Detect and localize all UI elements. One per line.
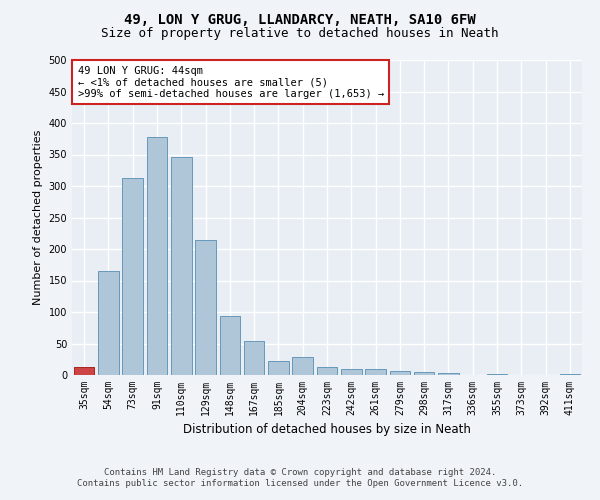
Text: 49, LON Y GRUG, LLANDARCY, NEATH, SA10 6FW: 49, LON Y GRUG, LLANDARCY, NEATH, SA10 6…	[124, 12, 476, 26]
Bar	[244, 341, 265, 375]
Bar	[146, 138, 167, 375]
Bar	[122, 178, 143, 375]
Text: 49 LON Y GRUG: 44sqm
← <1% of detached houses are smaller (5)
>99% of semi-detac: 49 LON Y GRUG: 44sqm ← <1% of detached h…	[77, 66, 384, 99]
Text: Size of property relative to detached houses in Neath: Size of property relative to detached ho…	[101, 28, 499, 40]
Bar	[98, 271, 119, 375]
Bar	[268, 360, 289, 375]
Y-axis label: Number of detached properties: Number of detached properties	[33, 130, 43, 305]
Bar	[317, 367, 337, 375]
Bar	[195, 240, 216, 375]
Bar	[438, 373, 459, 375]
Bar	[74, 368, 94, 375]
Bar	[220, 316, 240, 375]
Text: Contains HM Land Registry data © Crown copyright and database right 2024.
Contai: Contains HM Land Registry data © Crown c…	[77, 468, 523, 487]
Bar	[365, 370, 386, 375]
Bar	[487, 374, 508, 375]
Bar	[171, 157, 191, 375]
X-axis label: Distribution of detached houses by size in Neath: Distribution of detached houses by size …	[183, 424, 471, 436]
Bar	[389, 371, 410, 375]
Bar	[560, 374, 580, 375]
Bar	[292, 358, 313, 375]
Bar	[414, 372, 434, 375]
Bar	[341, 368, 362, 375]
